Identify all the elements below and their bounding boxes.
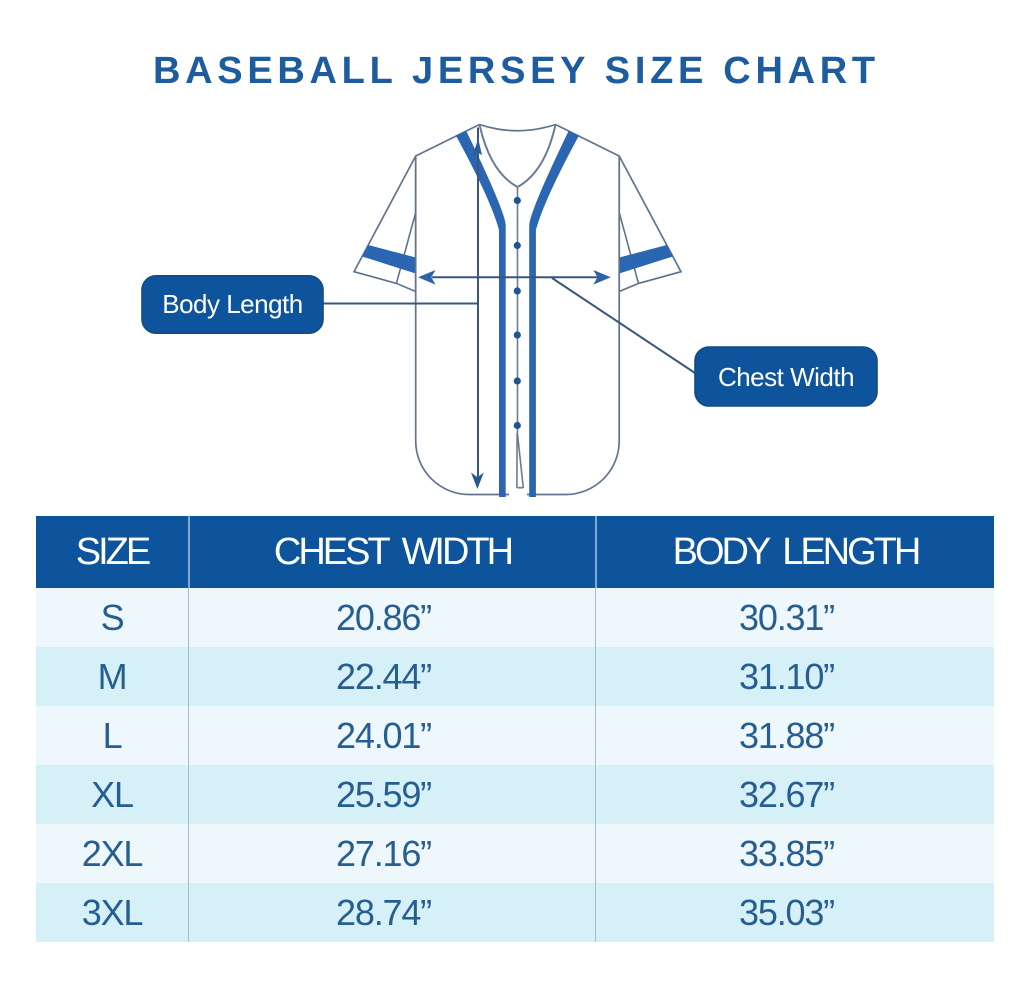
svg-text:Body Length: Body Length — [162, 289, 303, 319]
svg-text:Chest Width: Chest Width — [718, 362, 854, 392]
